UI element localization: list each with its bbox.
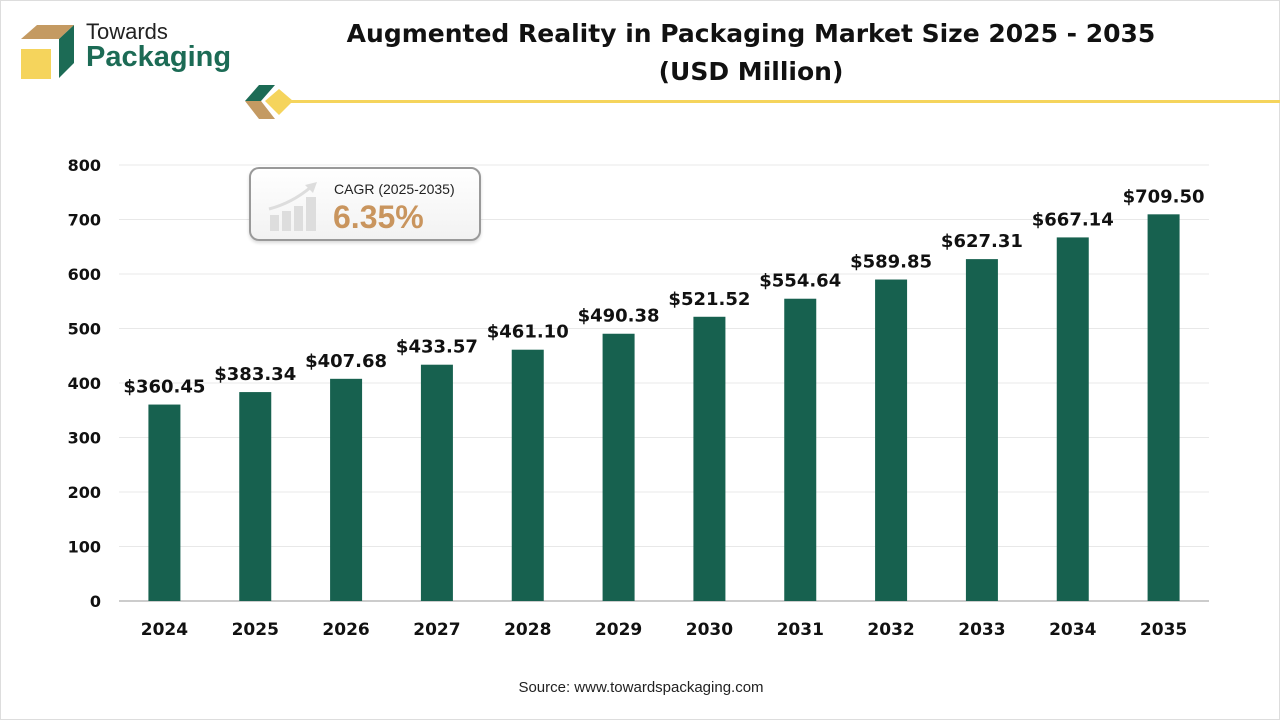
x-tick-label: 2028 [504,620,551,640]
bar [693,316,726,601]
bar [965,259,998,601]
y-tick-label: 100 [68,538,101,557]
bar [148,404,181,601]
cagr-value: 6.35% [333,199,424,235]
data-label: $667.14 [1032,209,1114,230]
y-tick-label: 200 [68,483,101,502]
brand-line1: Towards [86,19,168,44]
data-label: $627.31 [941,231,1023,252]
x-tick-label: 2033 [958,620,1005,640]
bar [1056,237,1089,602]
bar [511,349,544,601]
cagr-label: CAGR (2025-2035) [334,181,455,197]
y-tick-label: 500 [68,320,101,339]
y-tick-label: 0 [90,592,101,611]
bar [875,279,908,601]
bar [602,333,635,601]
data-label: $589.85 [850,252,932,273]
x-tick-label: 2025 [232,620,279,640]
title-line2: (USD Million) [658,57,844,86]
data-label: $554.64 [759,271,841,292]
bar [330,378,363,601]
growth-chart-icon [268,182,317,231]
x-tick-label: 2029 [595,620,642,640]
data-label: $360.45 [123,377,205,398]
y-tick-label: 600 [68,265,101,284]
divider-ornament-icon [245,85,1280,119]
y-tick-label: 300 [68,429,101,448]
y-tick-label: 400 [68,374,101,393]
chart-title: Augmented Reality in Packaging Market Si… [291,15,1211,91]
x-tick-label: 2031 [777,620,824,640]
bar [239,392,272,601]
bar [784,298,817,601]
x-tick-label: 2035 [1140,620,1187,640]
x-tick-label: 2024 [141,620,188,640]
data-label: $433.57 [396,337,478,358]
title-line1: Augmented Reality in Packaging Market Si… [346,19,1156,48]
data-label: $383.34 [214,364,296,385]
x-tick-label: 2030 [686,620,733,640]
data-label: $709.50 [1123,186,1205,207]
data-label: $407.68 [305,351,387,372]
x-tick-label: 2026 [322,620,369,640]
data-label: $490.38 [578,306,660,327]
brand-line2: Packaging [86,41,232,73]
x-tick-label: 2027 [413,620,460,640]
cagr-box: CAGR (2025-2035) 6.35% [249,167,481,241]
y-tick-label: 700 [68,211,101,230]
x-tick-label: 2032 [867,620,914,640]
bar [420,364,453,601]
x-tick-label: 2034 [1049,620,1096,640]
logo-icon [21,25,74,79]
data-label: $461.10 [487,322,569,343]
y-tick-label: 800 [68,156,101,175]
bar [1147,214,1180,601]
source-note: Source: www.towardspackaging.com [518,679,764,696]
data-label: $521.52 [668,289,750,310]
